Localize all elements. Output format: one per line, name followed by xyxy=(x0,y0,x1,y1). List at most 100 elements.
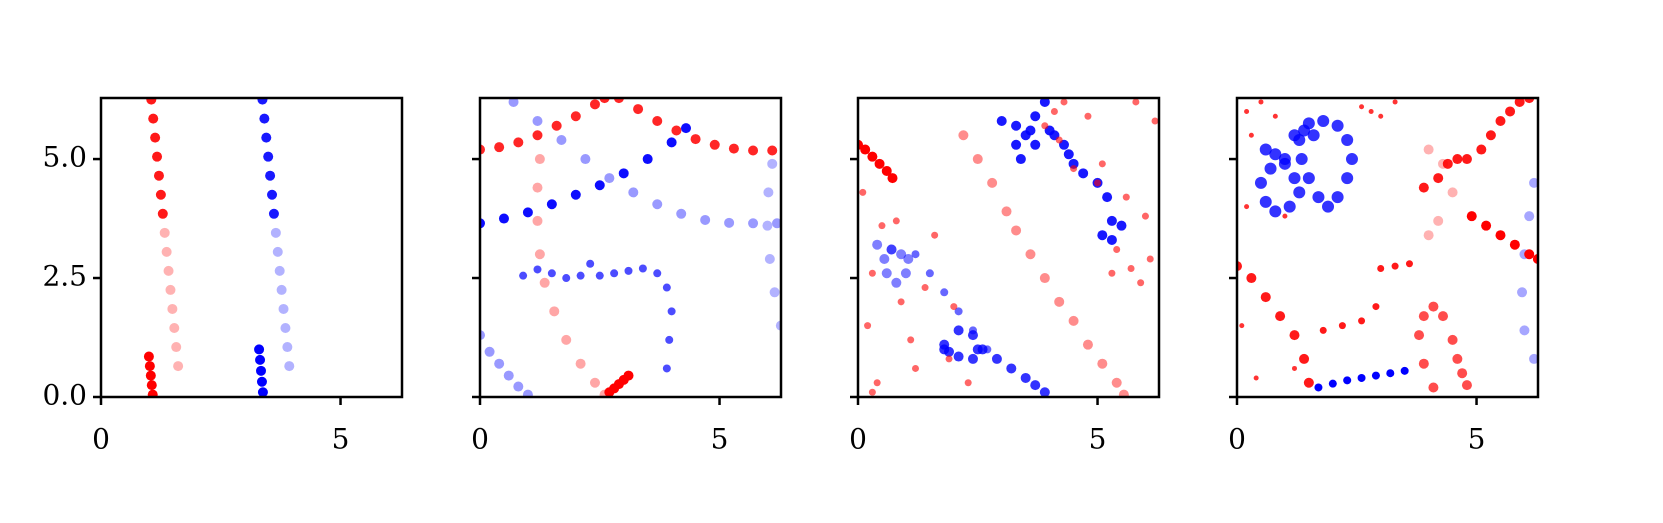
point xyxy=(690,134,701,145)
point xyxy=(153,170,164,181)
point xyxy=(1060,98,1068,106)
point xyxy=(165,284,176,295)
point xyxy=(263,151,274,162)
point xyxy=(939,339,950,350)
point xyxy=(1517,287,1528,298)
point xyxy=(881,165,892,176)
point xyxy=(1378,113,1384,119)
point xyxy=(633,104,644,115)
point xyxy=(921,284,929,292)
point xyxy=(1466,211,1477,222)
point xyxy=(570,189,581,200)
x-tick-label: 5 xyxy=(1468,423,1486,456)
point xyxy=(764,253,775,264)
point xyxy=(1025,249,1036,260)
point xyxy=(1447,334,1458,345)
point xyxy=(1392,99,1398,105)
point xyxy=(1514,98,1525,107)
point xyxy=(1495,230,1506,241)
point xyxy=(575,358,586,369)
point xyxy=(964,379,972,387)
point xyxy=(1319,326,1327,334)
point xyxy=(907,336,915,344)
point xyxy=(152,151,163,162)
y-tick-label: 0.0 xyxy=(42,379,87,412)
point xyxy=(1338,322,1346,330)
point xyxy=(1485,130,1496,141)
point xyxy=(270,227,281,238)
point xyxy=(954,307,963,316)
point xyxy=(1015,154,1026,165)
point xyxy=(276,284,287,295)
point xyxy=(1442,158,1453,169)
point xyxy=(1102,192,1113,203)
point xyxy=(532,182,543,193)
point xyxy=(278,303,289,314)
point xyxy=(146,98,157,105)
point xyxy=(874,158,885,169)
point xyxy=(1098,160,1106,168)
point xyxy=(1244,204,1250,210)
point xyxy=(589,99,600,110)
point xyxy=(652,199,663,210)
point xyxy=(1529,353,1538,364)
point xyxy=(284,361,295,372)
point xyxy=(586,259,595,268)
point xyxy=(1400,366,1409,375)
point xyxy=(991,353,1002,364)
point xyxy=(532,215,543,226)
point xyxy=(1391,262,1399,270)
point xyxy=(1082,339,1093,350)
point xyxy=(1298,124,1311,137)
point xyxy=(1264,162,1277,175)
point xyxy=(1030,139,1041,150)
point xyxy=(1291,365,1297,371)
point xyxy=(724,217,735,228)
point xyxy=(1001,206,1012,217)
point xyxy=(576,271,585,280)
point xyxy=(1359,104,1365,110)
point xyxy=(1146,255,1154,263)
point xyxy=(1418,358,1429,369)
point xyxy=(1122,193,1130,201)
point xyxy=(1141,212,1149,220)
point xyxy=(748,218,759,229)
point xyxy=(1272,113,1278,119)
point xyxy=(1041,122,1049,130)
point xyxy=(1094,179,1102,187)
point xyxy=(925,269,934,278)
point xyxy=(1302,172,1315,185)
point xyxy=(1020,372,1031,383)
point xyxy=(595,271,604,280)
point xyxy=(256,376,267,387)
point xyxy=(1414,330,1425,341)
point xyxy=(873,379,881,387)
point xyxy=(1303,377,1314,388)
point xyxy=(522,389,533,397)
point xyxy=(1151,117,1159,125)
point xyxy=(148,113,159,124)
point xyxy=(1438,311,1449,322)
point xyxy=(1505,106,1516,117)
point xyxy=(1137,279,1145,287)
point xyxy=(638,264,647,273)
point xyxy=(280,322,291,333)
point xyxy=(671,125,682,136)
point xyxy=(562,274,571,283)
point xyxy=(953,325,964,336)
point xyxy=(144,361,155,372)
point xyxy=(1317,114,1330,127)
point xyxy=(1524,211,1535,222)
point xyxy=(1519,325,1530,336)
point xyxy=(1275,311,1286,322)
point xyxy=(1386,369,1395,378)
point xyxy=(1111,377,1122,388)
point xyxy=(1405,260,1413,268)
point xyxy=(268,208,279,219)
point xyxy=(1011,139,1022,150)
point xyxy=(903,253,914,264)
point xyxy=(1106,215,1117,226)
plot-area xyxy=(143,98,295,397)
y-tick-label: 5.0 xyxy=(42,141,87,174)
point xyxy=(1116,220,1127,231)
